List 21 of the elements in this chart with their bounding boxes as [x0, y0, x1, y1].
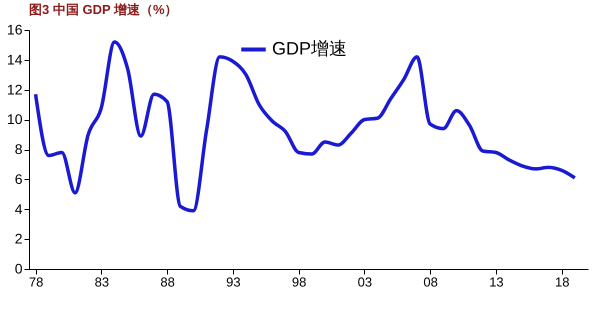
line-series — [34, 40, 577, 212]
legend-label: GDP增速 — [272, 38, 348, 58]
y-tick-label: 14 — [6, 51, 23, 68]
y-tick-label: 0 — [14, 260, 23, 276]
x-tick-label: 98 — [292, 274, 306, 290]
y-tick-label: 8 — [14, 141, 23, 157]
x-tick-label: 18 — [554, 274, 570, 290]
x-tick-label: 78 — [28, 274, 44, 290]
y-tick-label: 16 — [6, 22, 23, 38]
y-tick-label: 2 — [14, 230, 23, 247]
x-tick-label: 03 — [358, 274, 372, 290]
y-tick-label: 12 — [6, 81, 23, 98]
chart-title: 图3 中国 GDP 增速（%） — [29, 2, 178, 17]
x-tick-label: 13 — [489, 274, 504, 290]
y-tick-label: 4 — [14, 200, 23, 217]
y-tick-label: 6 — [14, 170, 23, 187]
x-tick-label: 83 — [94, 274, 110, 290]
x-tick-label: 93 — [226, 274, 241, 290]
x-tick-label: 88 — [160, 274, 175, 290]
y-tick-label: 10 — [6, 111, 23, 128]
x-tick-label: 08 — [423, 274, 438, 290]
